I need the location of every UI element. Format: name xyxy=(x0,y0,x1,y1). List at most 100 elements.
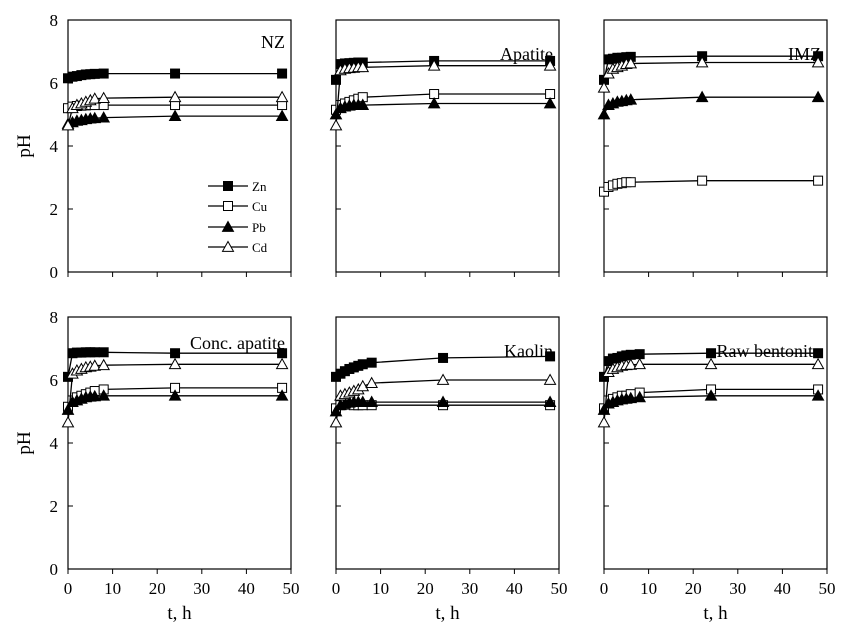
data-point xyxy=(331,74,341,85)
data-point xyxy=(98,68,109,79)
x-tick-label: 0 xyxy=(600,579,609,598)
data-point xyxy=(88,389,102,402)
y-tick-label: 4 xyxy=(50,137,59,156)
series-cd xyxy=(329,59,557,131)
panel-title: NZ xyxy=(261,32,285,52)
x-tick-label: 30 xyxy=(729,579,746,598)
y-tick-label: 8 xyxy=(50,308,59,327)
panel-4: 0 2 4 6 8 0 10 20 30 40 50 pH t, h Conc. apatite xyxy=(14,308,300,624)
panel-title: Conc. apatite xyxy=(190,333,285,353)
series-line xyxy=(335,93,551,111)
data-point xyxy=(168,389,182,401)
x-tick-label: 30 xyxy=(461,579,478,598)
data-point xyxy=(88,359,102,371)
data-point xyxy=(168,357,182,370)
data-point xyxy=(427,96,441,109)
y-tick-label: 0 xyxy=(50,560,59,579)
x-tick-label: 50 xyxy=(283,579,300,598)
data-point xyxy=(436,395,450,407)
x-tick-label: 40 xyxy=(238,579,255,598)
data-point xyxy=(704,357,718,370)
data-point xyxy=(97,111,111,123)
data-point xyxy=(543,59,557,71)
data-point xyxy=(811,389,825,401)
x-tick-label: 10 xyxy=(104,579,121,598)
data-point xyxy=(356,60,370,73)
data-point xyxy=(811,357,825,370)
data-point xyxy=(357,359,368,370)
x-tick-label: 10 xyxy=(640,579,657,598)
data-point xyxy=(633,390,647,403)
data-point xyxy=(543,96,557,109)
data-point xyxy=(275,357,289,370)
data-point xyxy=(597,415,611,428)
data-point xyxy=(634,349,645,360)
x-tick-label: 50 xyxy=(551,579,568,598)
legend-label: Zn xyxy=(252,179,267,194)
series-cd xyxy=(597,55,825,93)
data-point xyxy=(438,352,449,363)
data-point xyxy=(61,403,75,415)
y-tick-label: 6 xyxy=(50,371,59,390)
data-point xyxy=(275,389,289,401)
data-point xyxy=(365,395,379,407)
legend: Zn Cu Pb Cd xyxy=(208,179,268,255)
series-zn xyxy=(63,68,288,84)
panel-title: Raw bentonite xyxy=(717,341,821,361)
series-pb xyxy=(597,389,825,415)
data-point xyxy=(813,175,824,186)
x-axis-label: t, h xyxy=(703,603,728,624)
data-point xyxy=(170,348,181,359)
series-pb xyxy=(61,389,289,415)
data-point xyxy=(545,351,556,362)
data-point xyxy=(625,177,636,188)
legend-marker xyxy=(221,240,235,252)
data-point xyxy=(329,404,343,417)
legend-marker xyxy=(223,201,233,211)
data-point xyxy=(356,379,370,392)
data-point xyxy=(706,348,717,359)
data-point xyxy=(97,358,111,371)
data-point xyxy=(811,55,825,68)
series-line xyxy=(603,61,819,88)
data-point xyxy=(624,56,638,69)
series-cd xyxy=(597,357,825,428)
data-point xyxy=(170,68,181,79)
y-tick-label: 2 xyxy=(50,200,59,219)
series-cd xyxy=(61,90,289,131)
data-point xyxy=(88,92,102,104)
x-axis-label: t, h xyxy=(435,603,460,624)
data-point xyxy=(543,395,557,407)
x-tick-label: 20 xyxy=(685,579,702,598)
legend-label: Cd xyxy=(252,240,268,255)
series-cd xyxy=(329,373,557,428)
series-pb xyxy=(61,109,289,129)
series-zn xyxy=(331,351,556,382)
x-tick-label: 20 xyxy=(149,579,166,598)
data-point xyxy=(365,376,379,389)
series-zn xyxy=(63,347,288,382)
x-tick-label: 40 xyxy=(506,579,523,598)
data-point xyxy=(543,373,557,385)
data-point xyxy=(168,90,182,103)
panel-1: 0 2 4 6 8 pH NZ Zn Cu Pb Cd xyxy=(14,11,292,282)
data-point xyxy=(436,373,450,385)
panel-2: Apatite xyxy=(329,19,560,277)
data-point xyxy=(356,395,370,407)
data-point xyxy=(624,358,638,370)
data-point xyxy=(366,357,377,368)
x-tick-label: 10 xyxy=(372,579,389,598)
legend-label: Pb xyxy=(252,220,266,235)
panel-title: IMZ xyxy=(788,44,821,64)
series-cu xyxy=(331,89,556,115)
data-point xyxy=(427,59,441,71)
data-point xyxy=(597,403,611,415)
data-point xyxy=(275,109,289,121)
data-point xyxy=(97,389,111,401)
series-pb xyxy=(597,90,825,120)
data-point xyxy=(624,391,638,404)
data-point xyxy=(89,68,100,79)
x-tick-label: 0 xyxy=(64,579,73,598)
data-point xyxy=(277,348,288,359)
